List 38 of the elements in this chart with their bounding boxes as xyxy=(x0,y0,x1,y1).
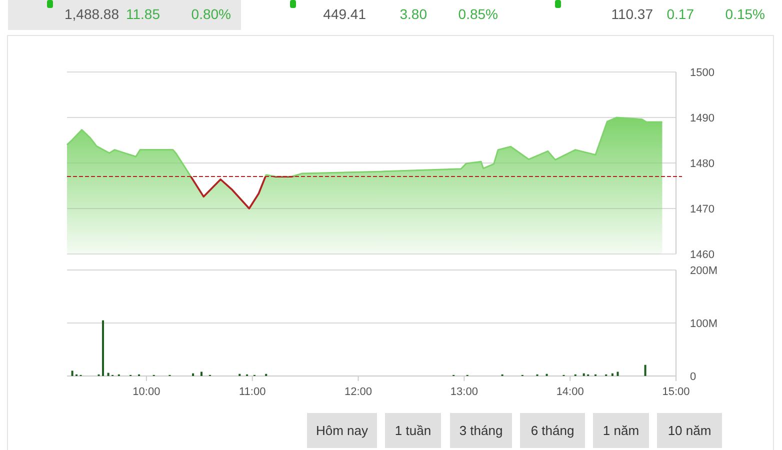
x-tick-label: 12:00 xyxy=(344,386,372,398)
y-tick-label: 100M xyxy=(690,318,718,330)
text: 11.85 xyxy=(126,6,160,22)
bar xyxy=(644,364,646,376)
bar xyxy=(616,372,619,376)
y-tick-label: 1500 xyxy=(690,66,714,79)
text: 449.41 xyxy=(323,6,366,22)
text: 0.85% xyxy=(458,6,498,22)
bar xyxy=(192,373,194,376)
text: 6 tháng xyxy=(530,423,574,438)
text: 0.80% xyxy=(191,6,231,22)
text: 3.80 xyxy=(400,6,428,22)
y-tick-label: 1480 xyxy=(690,158,714,170)
x-tick-label: 13:00 xyxy=(450,386,478,398)
x-tick-label: 15:00 xyxy=(662,386,690,398)
y-tick-label: 1460 xyxy=(690,248,714,261)
bar xyxy=(611,373,614,376)
bar xyxy=(582,373,585,376)
bar xyxy=(200,372,203,376)
text: Hôm nay xyxy=(316,423,369,438)
y-tick-label: 200M xyxy=(690,264,718,277)
bar xyxy=(107,372,110,376)
text: 10 năm xyxy=(668,423,712,438)
text: 1 năm xyxy=(602,423,640,438)
y-tick-label: 1490 xyxy=(690,112,714,124)
text: 1 tuần xyxy=(394,423,432,438)
text: 0.17 xyxy=(666,6,694,22)
text: 3 tháng xyxy=(459,423,503,438)
x-tick-label: 14:00 xyxy=(556,386,584,398)
y-tick-label: 0 xyxy=(690,370,696,383)
text: 0.15% xyxy=(725,6,765,22)
text: 110.37 xyxy=(611,6,654,22)
text: 1,488.88 xyxy=(64,6,120,22)
y-tick-label: 1470 xyxy=(690,203,714,216)
bar xyxy=(102,320,104,376)
x-tick-label: 11:00 xyxy=(238,386,266,398)
x-tick-label: 10:00 xyxy=(132,386,160,398)
bar xyxy=(71,370,74,376)
